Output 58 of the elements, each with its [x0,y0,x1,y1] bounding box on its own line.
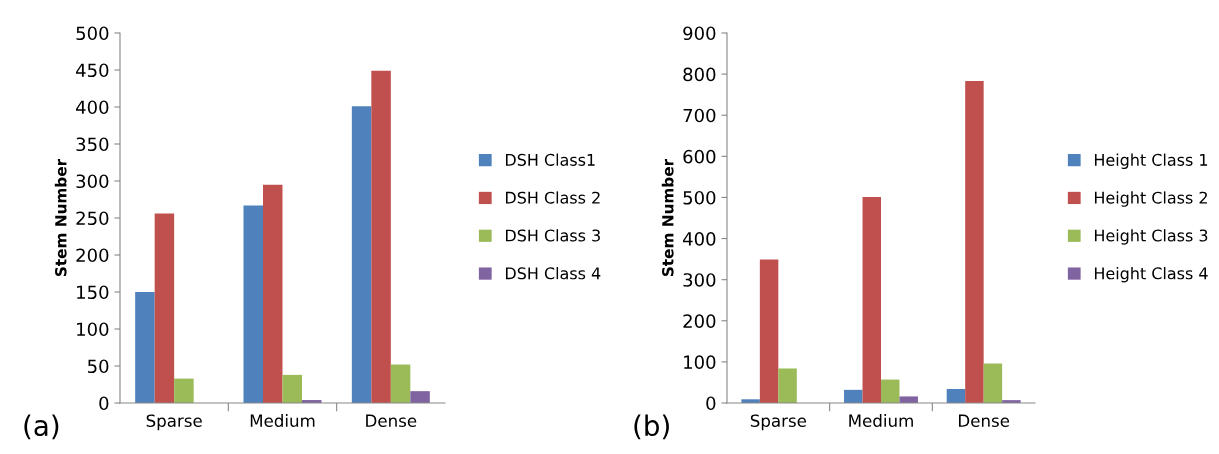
bar [983,363,1003,403]
y-tick-label: 800 [683,67,716,82]
y-tick-label: 200 [683,314,716,328]
x-tick-label: Sparse [146,414,202,431]
bar [154,213,175,403]
legend-label: Height Class 3 [1094,229,1208,245]
y-axis-title: Stem Number [661,158,674,277]
bar [881,379,900,403]
y-tick-label: 400 [683,232,716,246]
text: (b) [634,414,669,440]
y-tick-label: 0 [706,396,716,411]
legend-label: DSH Class 3 [506,229,600,242]
bar [862,197,881,403]
bar [351,106,372,403]
y-tick-label: 300 [76,174,109,189]
legend-label: DSH Class 4 [506,267,601,280]
y-axis-title: Stem Number [54,158,67,277]
bar [263,184,283,403]
x-tick-label: Dense [959,414,1010,428]
y-tick-label: 100 [77,322,109,337]
y-tick-label: 200 [76,248,109,263]
bar [243,205,263,403]
bar [390,364,411,403]
legend-label: Height Class 2 [1094,191,1207,207]
bar [174,378,194,403]
text: (a) [24,414,59,440]
y-tick-label: 350 [76,137,109,152]
y-tick-label: 500 [76,26,109,41]
y-tick-label: 600 [683,149,716,164]
y-tick-label: 700 [683,108,716,123]
x-tick-label: Medium [250,414,315,428]
x-tick-label: Sparse [750,414,807,431]
x-tick-label: Medium [849,414,913,428]
bar [371,70,391,403]
bar [135,292,155,403]
legend-label: Height Class 4 [1094,267,1208,283]
x-tick-label: Dense [366,414,417,428]
bar [778,368,797,403]
y-tick-label: 500 [683,190,716,205]
legend-label: Height Class 1 [1094,153,1208,169]
bar [965,81,984,403]
y-tick-label: 150 [77,285,109,300]
y-tick-label: 0 [99,396,109,411]
bar [410,391,430,403]
bar [282,374,302,403]
y-tick-label: 300 [683,273,716,287]
bar [946,389,966,403]
y-tick-label: 100 [684,355,716,370]
y-tick-label: 450 [76,63,109,78]
bar [899,396,918,403]
bar [844,389,863,403]
y-tick-label: 400 [76,100,109,115]
legend-label: DSH Class 2 [506,191,600,204]
legend-label: DSH Class1 [506,153,595,166]
bar [759,259,779,403]
y-tick-label: 900 [683,26,716,41]
y-tick-label: 250 [76,211,109,226]
y-tick-label: 50 [88,359,109,374]
